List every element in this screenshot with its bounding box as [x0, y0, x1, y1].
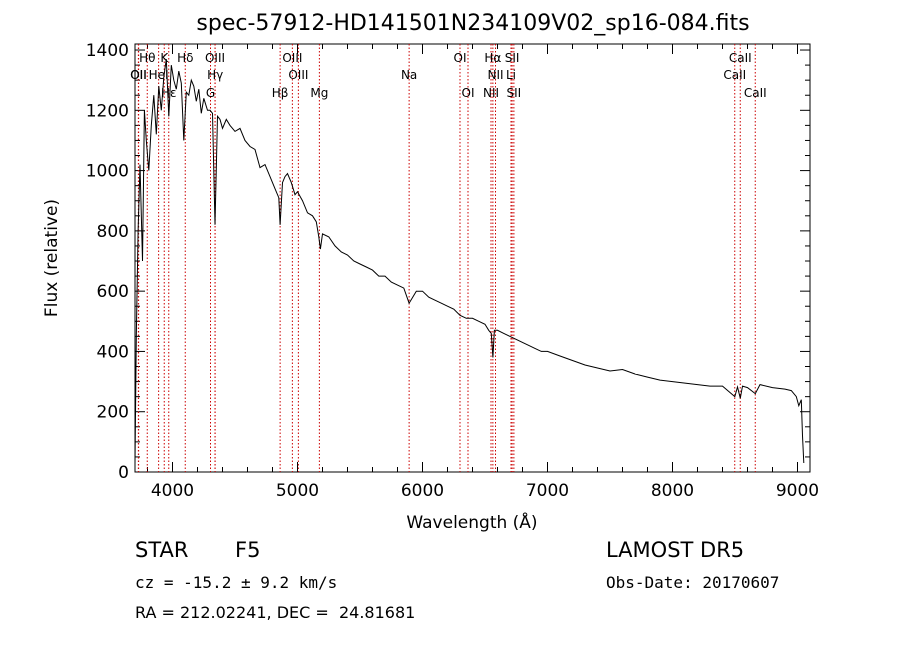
- y-tick-label: 0: [118, 463, 129, 483]
- y-tick-label: 800: [97, 222, 129, 242]
- y-tick-label: 1200: [86, 101, 129, 121]
- line-label: OIII: [282, 51, 302, 65]
- coordinates: RA = 212.02241, DEC = 24.81681: [135, 603, 416, 622]
- chart-title: spec-57912-HD141501N234109V02_sp16-084.f…: [196, 11, 749, 36]
- spectrum-line: [134, 59, 805, 464]
- line-label: HeI: [149, 68, 169, 82]
- x-tick-label: 9000: [776, 481, 819, 501]
- line-label: OI: [462, 86, 475, 100]
- line-label: CaII: [744, 86, 767, 100]
- line-label: CaII: [723, 68, 746, 82]
- line-label: Hβ: [272, 86, 289, 100]
- line-label: OIII: [205, 51, 225, 65]
- line-label: Mg: [310, 86, 328, 100]
- x-tick-label: 8000: [651, 481, 694, 501]
- line-label: Li: [506, 68, 516, 82]
- y-tick-label: 400: [97, 342, 129, 362]
- redshift-text: cz = -15.2 ± 9.2 km/s: [135, 573, 338, 592]
- line-label: SII: [505, 51, 520, 65]
- line-label: Hθ: [139, 51, 155, 65]
- line-label: OI: [454, 51, 467, 65]
- x-tick-label: 4000: [151, 481, 194, 501]
- spectral-subclass: F5: [235, 538, 261, 562]
- object-type: STAR: [135, 538, 189, 562]
- y-tick-label: 1000: [86, 162, 129, 182]
- x-tick-label: 7000: [526, 481, 569, 501]
- y-tick-label: 200: [97, 403, 129, 423]
- line-label: G: [206, 86, 215, 100]
- axes: 4000 5000 6000 7000 8000 9000 0 200 400 600 800 100…: [86, 41, 819, 501]
- line-label: NII: [487, 68, 503, 82]
- line-label: Hγ: [207, 68, 223, 82]
- survey-name: LAMOST DR5: [606, 538, 745, 562]
- line-label: Na: [401, 68, 417, 82]
- line-label: K: [160, 51, 169, 65]
- spectral-line-markers: [137, 44, 756, 472]
- line-label: OII: [130, 68, 147, 82]
- line-label: Hα: [484, 51, 501, 65]
- line-label: Hε: [161, 86, 177, 100]
- plot-frame: [134, 43, 811, 473]
- y-tick-label: 1400: [86, 41, 129, 61]
- x-tick-label: 5000: [276, 481, 319, 501]
- spectral-line-labels: Hθ K Hδ OIII OIII OI Hα SII CaII OII HeI Hγ OIII Na NI…: [130, 51, 767, 100]
- line-label: NII: [483, 86, 499, 100]
- obs-date: Obs-Date: 20170607: [606, 573, 780, 592]
- x-axis-label: Wavelength (Å): [406, 511, 537, 533]
- line-label: SII: [507, 86, 522, 100]
- x-tick-label: 6000: [401, 481, 444, 501]
- y-axis-label: Flux (relative): [42, 199, 62, 317]
- line-label: Hδ: [177, 51, 193, 65]
- line-label: CaII: [729, 51, 752, 65]
- line-label: OIII: [288, 68, 308, 82]
- y-tick-label: 600: [97, 282, 129, 302]
- line-label: OII: [130, 68, 147, 82]
